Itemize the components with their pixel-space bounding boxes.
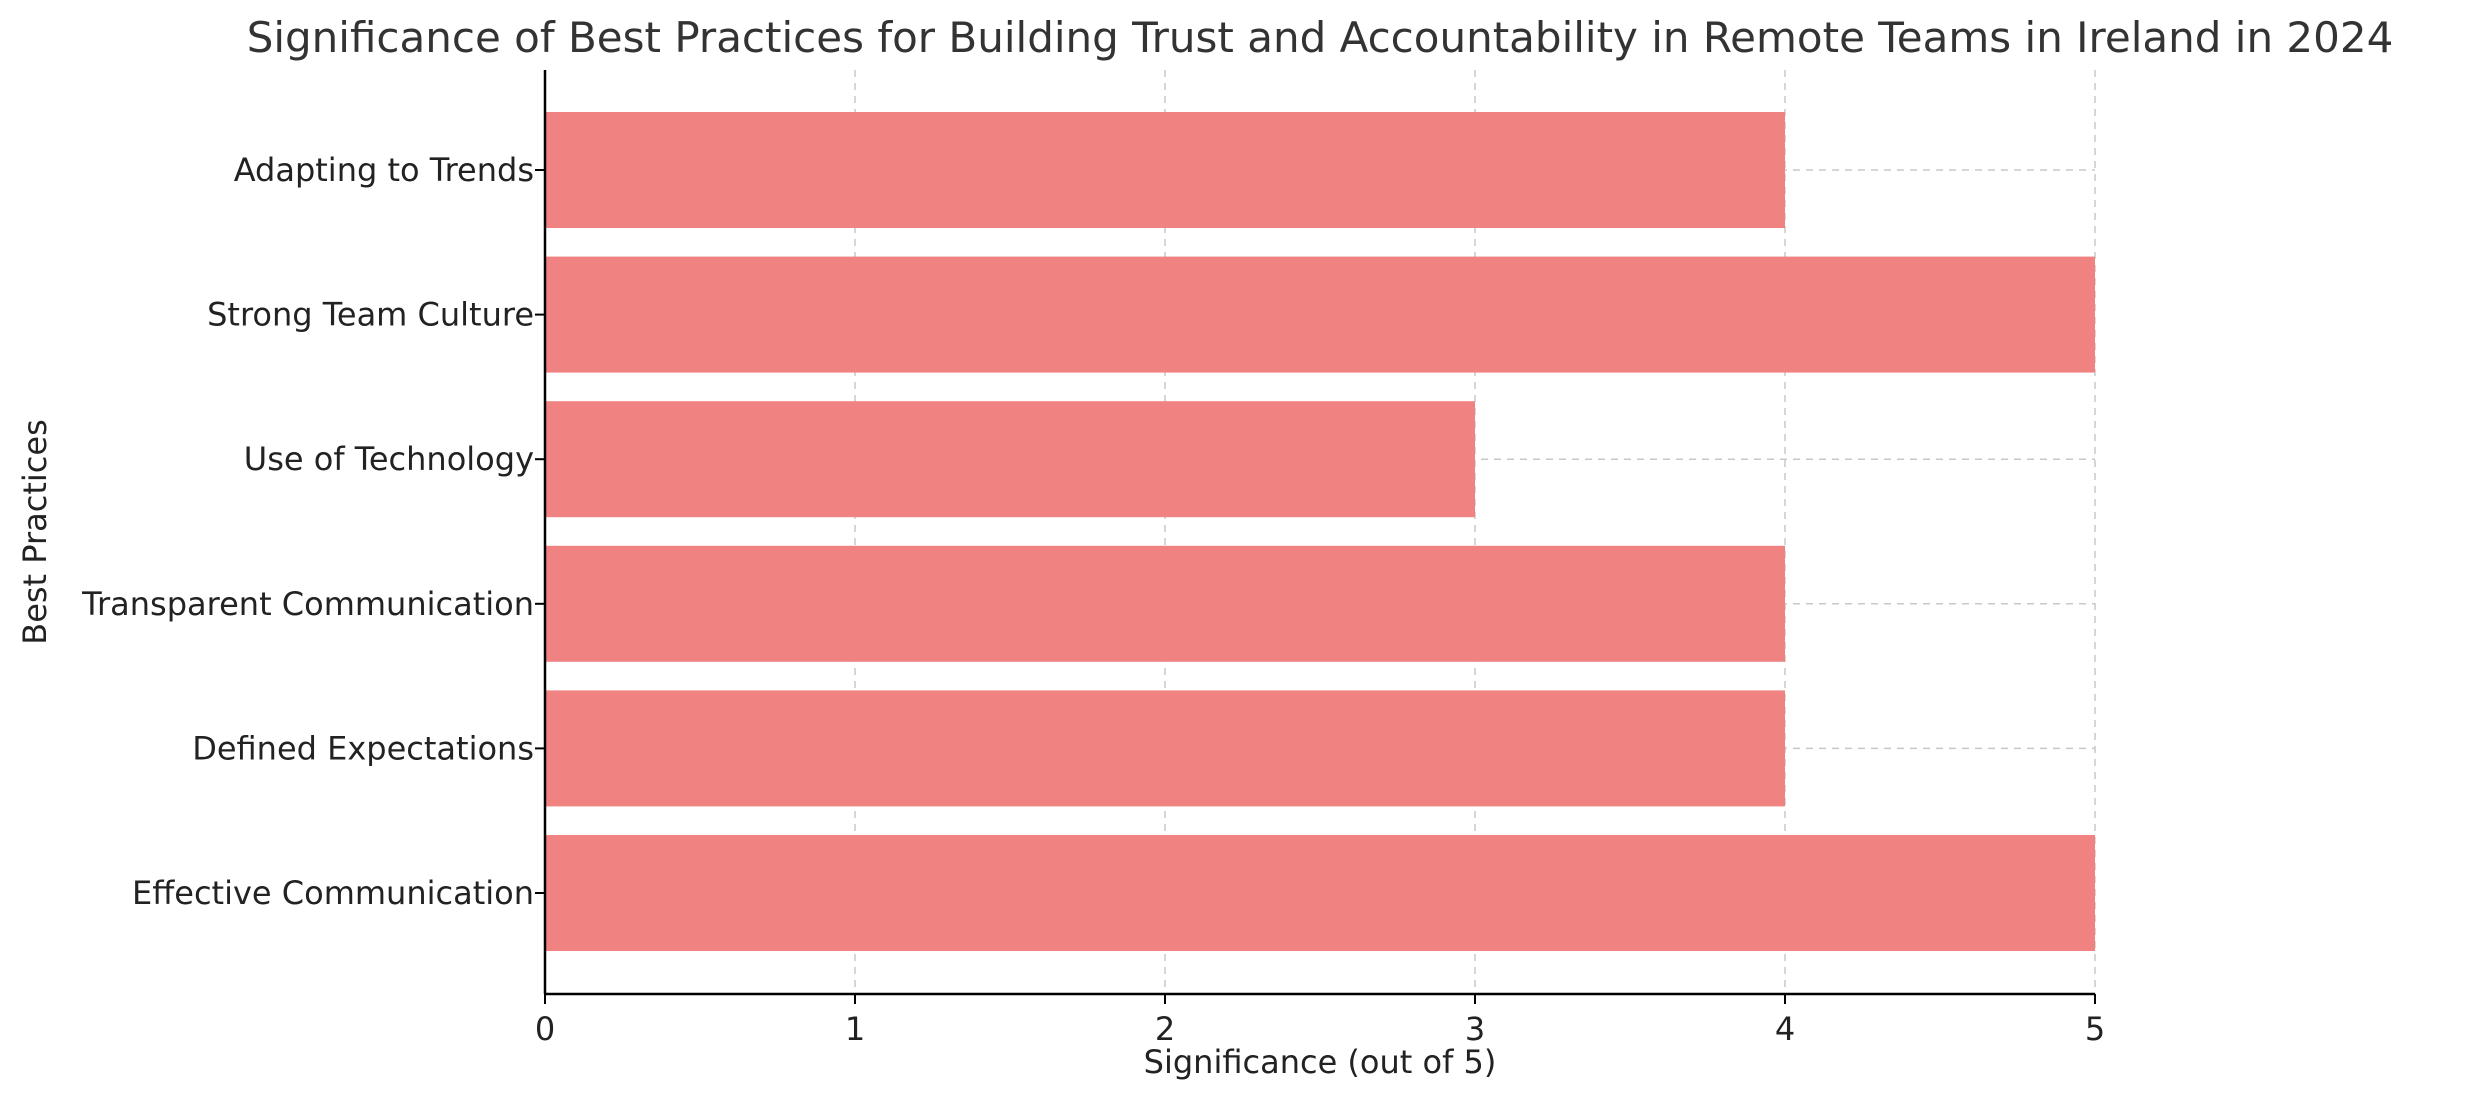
bar (545, 112, 1785, 228)
chart-title: Significance of Best Practices for Build… (247, 13, 2394, 62)
bar (545, 401, 1475, 518)
y-tick-label: Effective Communication (132, 874, 534, 912)
axis-layer (543, 70, 2095, 996)
x-tick-label: 5 (2085, 1010, 2105, 1048)
bar (545, 256, 2095, 373)
x-tick-label: 4 (1775, 1010, 1795, 1048)
y-axis-label: Best Practices (16, 419, 54, 645)
x-tick-label: 0 (535, 1010, 555, 1048)
y-tick-label: Defined Expectations (192, 729, 534, 767)
y-tick-label: Transparent Communication (81, 585, 534, 623)
tick-layer: 0 1 2 3 4 5 Effective Communication Defined Exp… (81, 151, 2105, 1048)
bar (545, 690, 1785, 807)
x-tick-label: 1 (845, 1010, 865, 1048)
bar (545, 835, 2095, 951)
bar-layer (545, 112, 2095, 951)
y-tick-label: Use of Technology (244, 440, 534, 478)
x-axis-label: Significance (out of 5) (1144, 1043, 1497, 1081)
bar (545, 545, 1785, 662)
x-tick-label: 2 (1155, 1010, 1175, 1048)
x-tick-label: 3 (1465, 1010, 1485, 1048)
y-tick-label: Adapting to Trends (234, 151, 534, 189)
y-tick-label: Strong Team Culture (207, 296, 534, 334)
